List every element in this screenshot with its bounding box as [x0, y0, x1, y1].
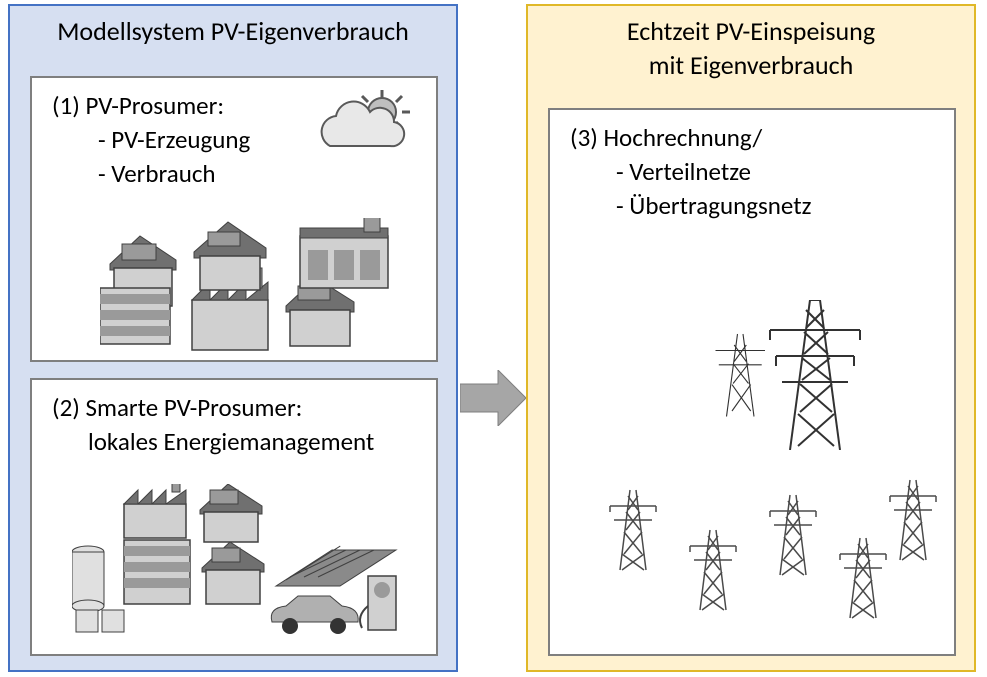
- box-3-item-1: - Verteilnetze: [616, 156, 751, 187]
- box-1-item-2: - Verbrauch: [98, 158, 216, 189]
- box-2-heading: (2) Smarte PV-Prosumer:: [52, 392, 302, 423]
- box-3-heading: (3) Hochrechnung/: [570, 122, 762, 153]
- box-1-heading: (1) PV-Prosumer:: [52, 90, 224, 121]
- box-3-item-2: - Übertragungsnetz: [616, 190, 811, 221]
- box-2-subheading: lokales Energiemanagement: [88, 426, 374, 457]
- right-title-line2: mit Eigenverbrauch: [649, 49, 854, 81]
- left-panel-title: Modellsystem PV-Eigenverbrauch: [10, 6, 456, 48]
- arrow-icon: [460, 370, 526, 426]
- large-transmission-pylon-icon: [700, 300, 880, 450]
- right-title-line1: Echtzeit PV-Einspeisung: [627, 15, 875, 47]
- buildings-cluster-icon: [100, 218, 400, 352]
- distribution-pylons-icon: [590, 460, 940, 630]
- right-panel-title: Echtzeit PV-Einspeisung mit Eigenverbrau…: [528, 6, 974, 82]
- smart-prosumer-cluster-icon: [72, 484, 412, 640]
- sun-cloud-icon: [312, 88, 422, 168]
- box-1-item-1: - PV-Erzeugung: [98, 124, 250, 155]
